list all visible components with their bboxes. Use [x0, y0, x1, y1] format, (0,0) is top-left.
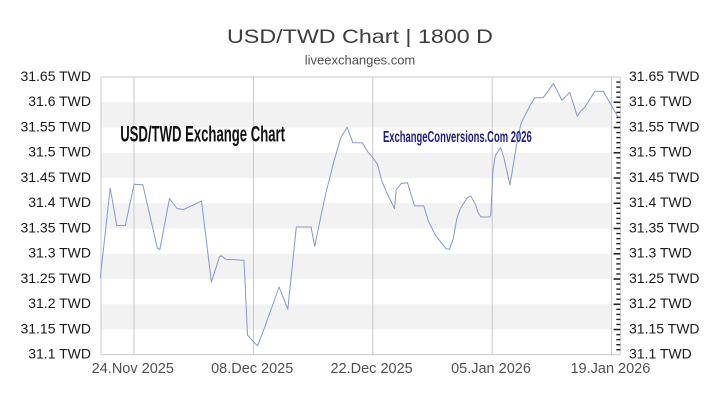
svg-text:31.35 TWD: 31.35 TWD — [629, 219, 700, 235]
svg-text:31.65 TWD: 31.65 TWD — [629, 68, 700, 84]
svg-text:05.Jan 2026: 05.Jan 2026 — [451, 361, 531, 377]
svg-text:31.25 TWD: 31.25 TWD — [629, 270, 700, 286]
svg-text:USD/TWD Exchange Chart: USD/TWD Exchange Chart — [120, 122, 285, 147]
svg-text:31.3 TWD: 31.3 TWD — [629, 245, 692, 261]
svg-text:31.15 TWD: 31.15 TWD — [629, 320, 700, 336]
svg-text:USD/TWD Chart | 1800 D: USD/TWD Chart | 1800 D — [227, 26, 493, 48]
svg-text:31.2 TWD: 31.2 TWD — [629, 295, 692, 311]
svg-text:liveexchanges.com: liveexchanges.com — [305, 54, 416, 68]
svg-text:31.4 TWD: 31.4 TWD — [629, 194, 692, 210]
svg-text:31.35 TWD: 31.35 TWD — [20, 219, 91, 235]
svg-text:31.2 TWD: 31.2 TWD — [28, 295, 91, 311]
svg-text:31.45 TWD: 31.45 TWD — [629, 169, 700, 185]
svg-text:31.55 TWD: 31.55 TWD — [20, 118, 91, 134]
svg-text:31.5 TWD: 31.5 TWD — [28, 144, 91, 160]
svg-text:22.Dec 2025: 22.Dec 2025 — [330, 361, 412, 377]
svg-text:31.6 TWD: 31.6 TWD — [629, 93, 692, 109]
svg-text:31.3 TWD: 31.3 TWD — [28, 245, 91, 261]
svg-text:31.55 TWD: 31.55 TWD — [629, 118, 700, 134]
svg-text:31.15 TWD: 31.15 TWD — [20, 320, 91, 336]
svg-text:31.25 TWD: 31.25 TWD — [20, 270, 91, 286]
svg-text:31.5 TWD: 31.5 TWD — [629, 144, 692, 160]
svg-text:31.1 TWD: 31.1 TWD — [28, 346, 91, 362]
svg-text:31.6 TWD: 31.6 TWD — [28, 93, 91, 109]
svg-text:31.65 TWD: 31.65 TWD — [20, 68, 91, 84]
svg-text:31.4 TWD: 31.4 TWD — [28, 194, 91, 210]
svg-text:31.45 TWD: 31.45 TWD — [20, 169, 91, 185]
svg-text:24.Nov 2025: 24.Nov 2025 — [92, 361, 174, 377]
svg-text:31.1 TWD: 31.1 TWD — [629, 346, 692, 362]
svg-text:ExchangeConversions.Com 2026: ExchangeConversions.Com 2026 — [383, 129, 532, 146]
svg-text:19.Jan 2026: 19.Jan 2026 — [570, 361, 650, 377]
svg-text:08.Dec 2025: 08.Dec 2025 — [211, 361, 293, 377]
